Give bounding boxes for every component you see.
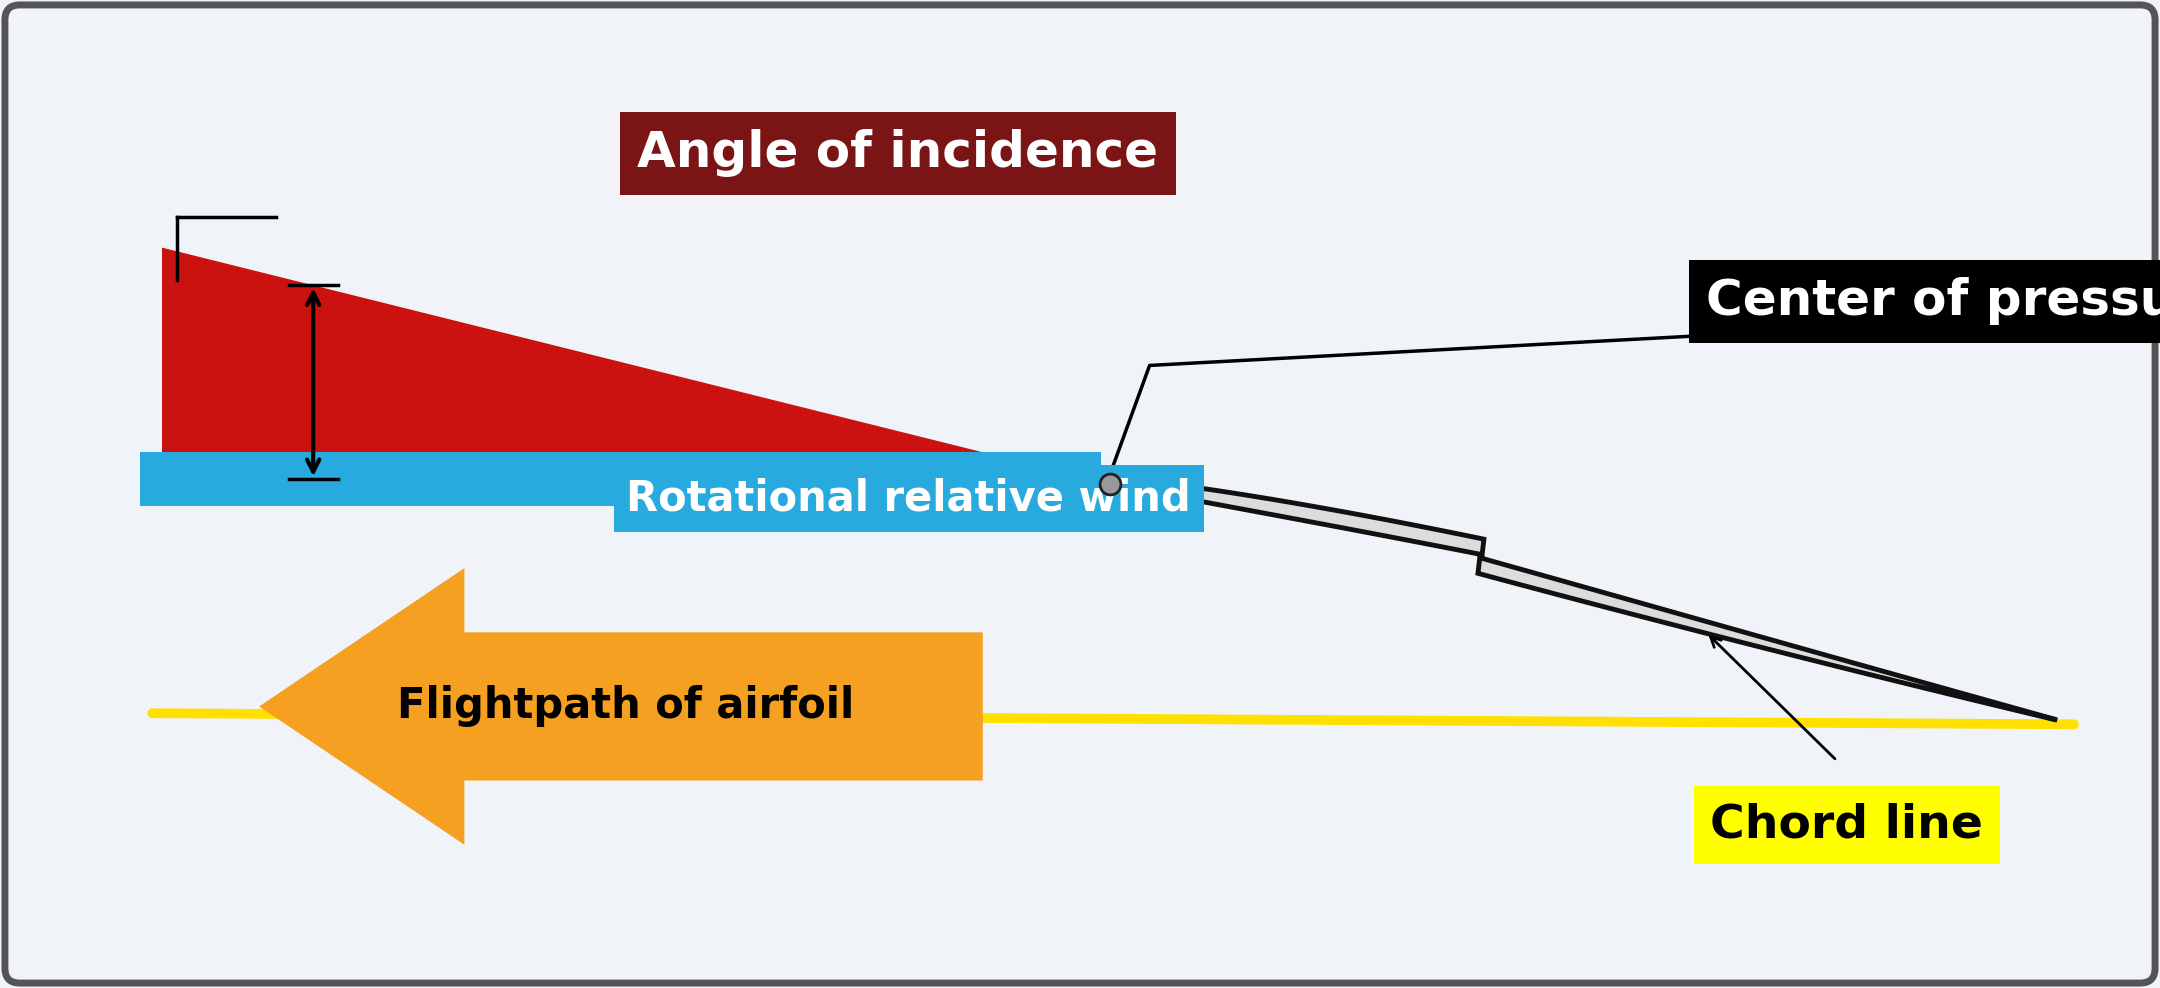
Text: Flightpath of airfoil: Flightpath of airfoil: [397, 686, 853, 727]
FancyBboxPatch shape: [4, 5, 2156, 983]
Text: Center of pressure: Center of pressure: [1706, 278, 2160, 325]
Polygon shape: [259, 568, 983, 845]
Text: Angle of incidence: Angle of incidence: [637, 129, 1158, 177]
Text: Chord line: Chord line: [1711, 802, 1983, 848]
Text: Rotational relative wind: Rotational relative wind: [626, 478, 1190, 520]
Polygon shape: [162, 248, 1091, 479]
FancyBboxPatch shape: [140, 453, 1102, 507]
Polygon shape: [1091, 477, 2054, 719]
